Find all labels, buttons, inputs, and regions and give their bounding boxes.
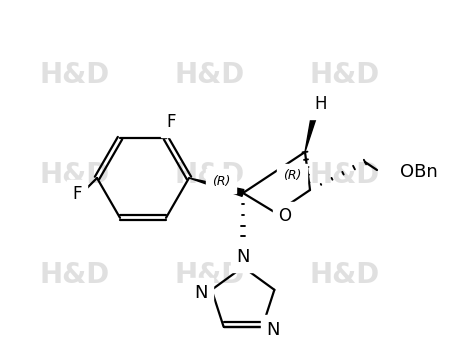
Text: H&D: H&D	[175, 261, 245, 289]
Text: H&D: H&D	[310, 161, 380, 189]
Text: F: F	[166, 113, 176, 131]
Polygon shape	[189, 178, 244, 196]
Text: H&D: H&D	[40, 61, 110, 89]
Text: (R): (R)	[283, 170, 301, 183]
Text: F: F	[72, 185, 82, 203]
Text: N: N	[194, 284, 207, 302]
Text: H&D: H&D	[175, 161, 245, 189]
Text: H&D: H&D	[175, 61, 245, 89]
Text: H&D: H&D	[310, 61, 380, 89]
Text: OBn: OBn	[400, 163, 438, 181]
Text: (R): (R)	[212, 174, 230, 187]
Text: H&D: H&D	[40, 161, 110, 189]
Text: N: N	[267, 321, 280, 339]
Text: N: N	[236, 248, 250, 266]
Text: H: H	[315, 95, 327, 113]
Text: H&D: H&D	[40, 261, 110, 289]
Text: H&D: H&D	[310, 261, 380, 289]
Text: O: O	[278, 207, 292, 225]
Polygon shape	[305, 111, 318, 152]
